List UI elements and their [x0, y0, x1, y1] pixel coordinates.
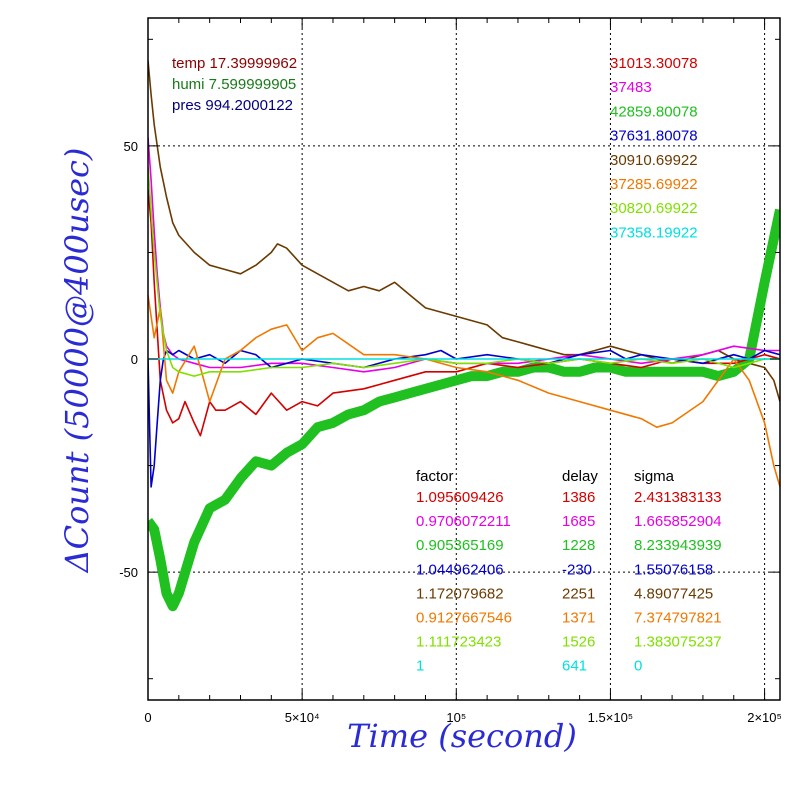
table-cell-delay: -230 — [562, 561, 592, 578]
table-cell-factor: 0.905365169 — [416, 537, 504, 554]
table-cell-delay: 1526 — [562, 634, 595, 651]
fit-table: factor delay sigma 1.095609426 1386 2.4313831… — [416, 468, 722, 675]
count-value: 31013.30078 — [610, 55, 698, 72]
count-value: 37285.69922 — [610, 176, 698, 193]
table-cell-sigma: 2.431383133 — [634, 489, 722, 506]
table-cell-factor: 1.111723423 — [416, 634, 501, 651]
x-axis-title: Time (second) — [347, 717, 577, 755]
table-cell-delay: 1386 — [562, 489, 595, 506]
table-cell-factor: 1.044962406 — [416, 561, 504, 578]
table-cell-sigma: 0 — [634, 658, 642, 675]
y-tick-label: 50 — [124, 139, 138, 154]
table-cell-delay: 1685 — [562, 513, 595, 530]
count-readings: 31013.30078 37483 42859.80078 37631.80078 30… — [610, 55, 698, 241]
env-reading: temp 17.39999962 — [172, 55, 297, 72]
tick-labels: 0 5×10⁴ 10⁵ 1.5×10⁵ 2×10⁵ 50 0 -50 — [119, 139, 782, 725]
table-cell-sigma: 4.89077425 — [634, 585, 713, 602]
table-cell-sigma: 1.383075237 — [634, 634, 722, 651]
table-cell-sigma: 1.55076158 — [634, 561, 713, 578]
table-cell-delay: 2251 — [562, 585, 595, 602]
x-tick-label: 1.5×10⁵ — [588, 710, 634, 725]
table-cell-delay: 1228 — [562, 537, 595, 554]
series-line-6 — [148, 167, 780, 377]
count-value: 30910.69922 — [610, 152, 698, 169]
ticks — [147, 18, 780, 700]
y-tick-label: -50 — [119, 565, 138, 580]
series-line-2 — [148, 188, 780, 437]
series-lines — [148, 60, 780, 612]
env-reading: humi 7.599999905 — [172, 76, 296, 93]
count-value: 37631.80078 — [610, 128, 698, 145]
table-cell-sigma: 8.233943939 — [634, 537, 722, 554]
count-value: 37483 — [610, 79, 652, 96]
x-tick-label: 0 — [144, 710, 151, 725]
y-axis-title: ΔCount (50000@400usec) — [58, 148, 96, 575]
table-header: delay — [562, 468, 598, 485]
x-tick-label: 2×10⁵ — [747, 710, 782, 725]
x-tick-label: 10⁵ — [446, 710, 466, 725]
table-header: factor — [416, 468, 454, 485]
count-value: 37358.19922 — [610, 224, 698, 241]
table-cell-factor: 0.9127667546 — [416, 610, 512, 627]
series-line-5 — [148, 294, 780, 488]
count-value: 42859.80078 — [610, 103, 698, 120]
series-line-3 — [148, 137, 780, 373]
env-readings: temp 17.39999962 humi 7.599999905 pres 994… — [172, 55, 297, 114]
env-reading: pres 994.2000122 — [172, 97, 293, 114]
y-tick-label: 0 — [131, 352, 138, 367]
table-header: sigma — [634, 468, 675, 485]
count-value: 30820.69922 — [610, 200, 698, 217]
table-cell-delay: 641 — [562, 658, 587, 675]
table-cell-sigma: 1.665852904 — [634, 513, 722, 530]
table-cell-sigma: 7.374797821 — [634, 610, 722, 627]
table-cell-factor: 1 — [416, 658, 424, 675]
x-tick-label: 5×10⁴ — [285, 710, 320, 725]
table-cell-factor: 0.9706072211 — [416, 513, 511, 530]
table-cell-delay: 1371 — [562, 610, 595, 627]
table-cell-factor: 1.172079682 — [416, 585, 504, 602]
series-line-1 — [148, 208, 780, 612]
table-cell-factor: 1.095609426 — [416, 489, 504, 506]
